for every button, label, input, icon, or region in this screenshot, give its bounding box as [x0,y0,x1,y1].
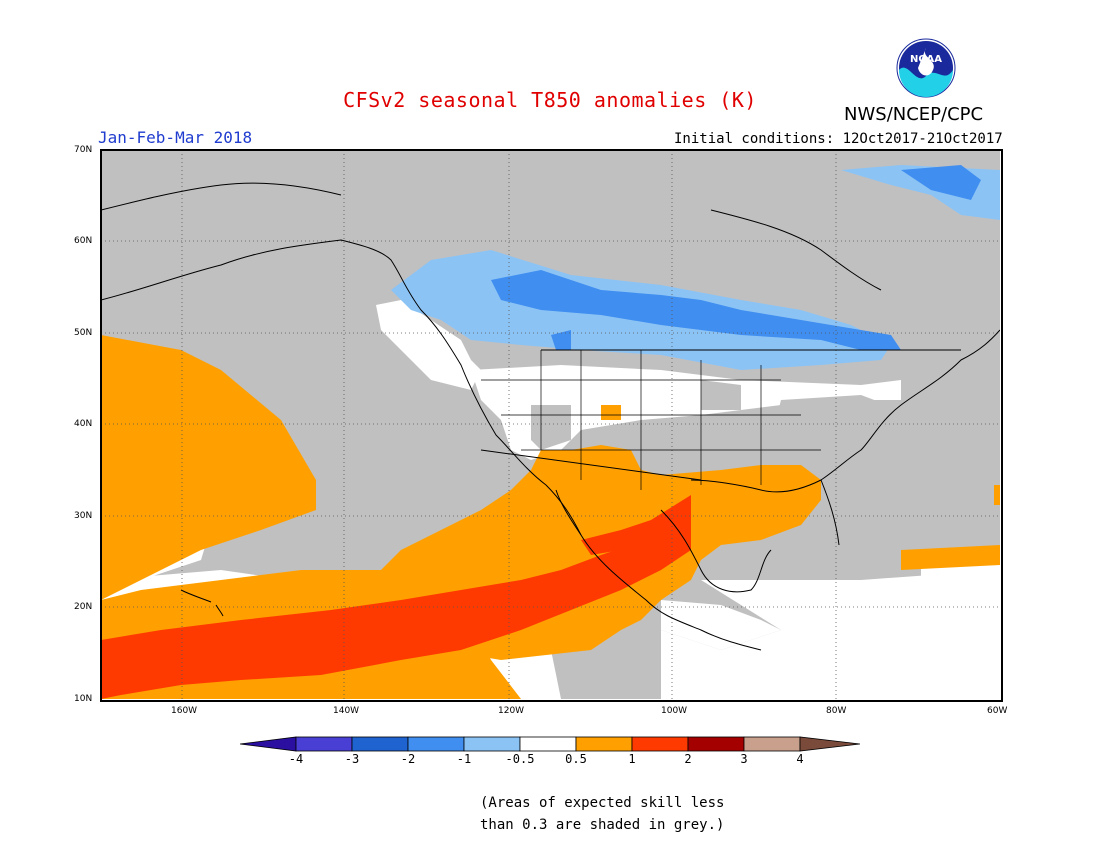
noaa-logo-text: NOAA [910,54,942,65]
lat-label-40n: 40N [74,419,93,429]
noaa-logo: NOAA [896,38,956,98]
map-title: CFSv2 seasonal T850 anomalies (K) [343,88,757,112]
anomaly-map [101,150,1000,699]
lat-label-20n: 20N [74,602,93,612]
lon-label-100w: 100W [661,706,688,716]
lat-label-60n: 60N [74,236,93,246]
lon-label-60w: 60W [987,706,1008,716]
lon-label-140w: 140W [333,706,360,716]
colorbar-tick-label: -4 [288,752,304,766]
forecast-period: Jan-Feb-Mar 2018 [98,128,253,147]
skill-note: (Areas of expected skill less than 0.3 a… [480,792,740,836]
red-orange-anomaly [101,495,691,699]
colorbar-tick-label: -3 [344,752,360,766]
colorbar-tick-label: 4 [796,752,804,766]
colorbar-swatch [463,736,521,752]
colorbar-tick-label: -0.5 [505,752,535,766]
lat-label-50n: 50N [74,328,93,338]
political-borders [481,350,821,490]
colorbar-arrow-low [240,736,297,752]
colorbar-arrow-high [799,736,860,752]
medium-blue-anomaly [491,165,981,350]
colorbar-swatch [743,736,801,752]
colorbar-tick-label: 3 [740,752,748,766]
skill-note-line-2: than 0.3 are shaded in grey.) [480,817,725,833]
colorbar-swatch [631,736,689,752]
lat-label-30n: 30N [74,511,93,521]
colorbar-tick-label: 0.5 [565,752,587,766]
colorbar-tick-label: -2 [400,752,416,766]
colorbar-swatch [407,736,465,752]
lon-label-80w: 80W [826,706,847,716]
colorbar-swatch [575,736,633,752]
colorbar-swatch [351,736,409,752]
coastlines [101,182,1000,651]
colorbar-swatch [519,736,577,752]
agency-label: NWS/NCEP/CPC [844,104,984,125]
colorbar-swatch [295,736,353,752]
skill-note-line-1: (Areas of expected skill less [480,795,725,811]
colorbar-swatch [687,736,745,752]
colorbar-tick-label: 2 [684,752,692,766]
colorbar-tick-label: -1 [456,752,472,766]
lat-label-10n: 10N [74,694,93,704]
lat-label-70n: 70N [74,145,93,155]
initial-conditions: Initial conditions: 12Oct2017-21Oct2017 [674,131,1003,147]
colorbar-tick-label: 1 [628,752,636,766]
lon-label-160w: 160W [171,706,198,716]
colorbar [240,736,860,752]
lon-label-120w: 120W [498,706,525,716]
